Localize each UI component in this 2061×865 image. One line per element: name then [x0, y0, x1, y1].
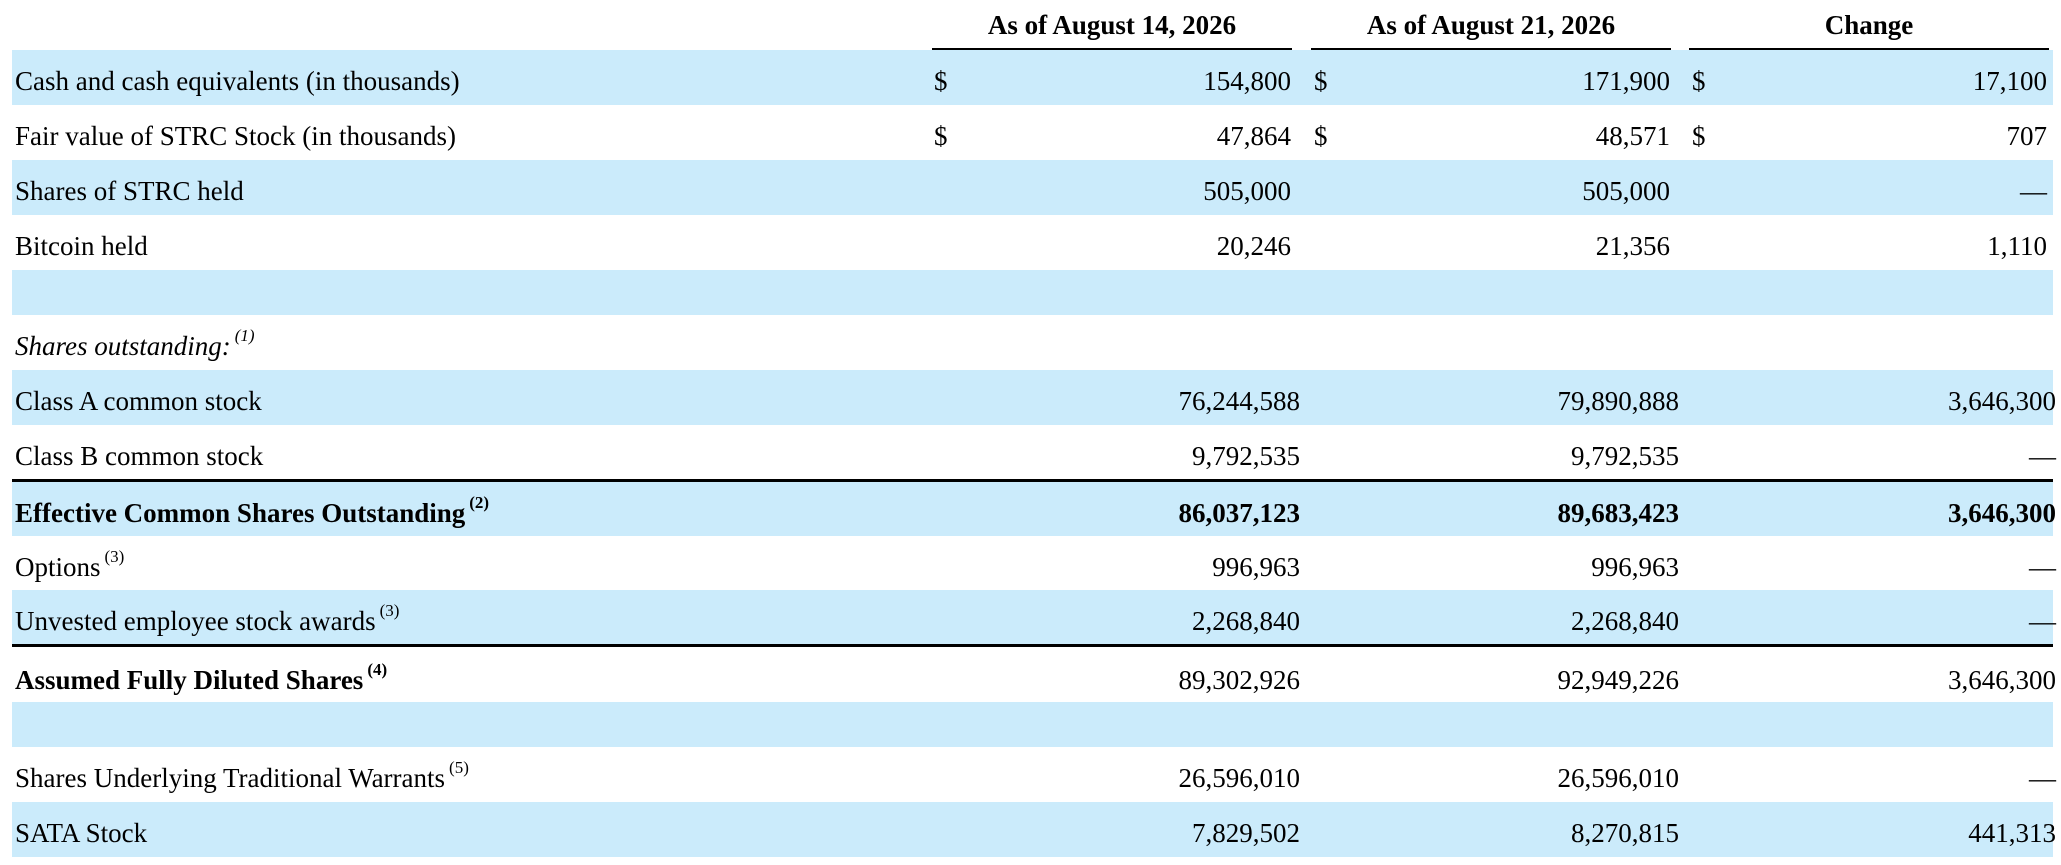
value-aug-21: 8,270,815 [1571, 818, 1679, 848]
value-aug-21: 79,890,888 [1557, 386, 1680, 416]
row-label: Class A common stock [15, 386, 262, 416]
column-header-aug-14: As of August 14, 2026 [932, 0, 1292, 51]
value-aug-14: 76,244,588 [1178, 386, 1301, 416]
value-change: 3,646,300 [1948, 665, 2056, 695]
table-row-strc-fair-value: Fair value of STRC Stock (in thousands) … [12, 105, 2053, 160]
value-change: 3,646,300 [1948, 386, 2056, 416]
value-change: 707 [2006, 121, 2048, 151]
spacer-row [12, 270, 2053, 315]
currency-symbol: $ [1314, 66, 1328, 96]
value-aug-21: 505,000 [1582, 176, 1670, 206]
value-aug-21: 2,268,840 [1571, 606, 1679, 636]
currency-symbol: $ [934, 121, 948, 151]
row-label-text: Options [15, 552, 101, 582]
value-aug-21: 21,356 [1595, 231, 1670, 261]
row-label: Shares outstanding: (1) [15, 315, 255, 370]
table-row-bitcoin: Bitcoin held 20,246 21,356 1,110 [12, 215, 2053, 270]
row-label: Fair value of STRC Stock (in thousands) [15, 121, 456, 151]
footnote-marker: (2) [469, 493, 490, 512]
row-label-text: Unvested employee stock awards [15, 606, 376, 636]
row-label: Shares of STRC held [15, 176, 244, 206]
section-heading-shares-outstanding: Shares outstanding: (1) [12, 315, 2053, 370]
row-label: Bitcoin held [15, 231, 148, 261]
row-label: Shares Underlying Traditional Warrants (5… [15, 747, 469, 802]
value-change: — [2020, 176, 2047, 206]
footnote-marker: (4) [367, 660, 388, 679]
row-label: Effective Common Shares Outstanding (2) [15, 482, 489, 537]
row-label: Class B common stock [15, 441, 264, 471]
value-aug-14: 996,963 [1212, 552, 1300, 582]
value-aug-14: 154,800 [1203, 66, 1291, 96]
value-aug-14: 7,829,502 [1192, 818, 1300, 848]
value-change: 17,100 [1972, 66, 2047, 96]
value-aug-14: 9,792,535 [1192, 441, 1300, 471]
currency-symbol: $ [1314, 121, 1328, 151]
value-aug-21: 89,683,423 [1557, 498, 1680, 528]
value-change: — [2029, 552, 2056, 582]
section-heading-text: Shares outstanding: [15, 331, 231, 361]
table-row-class-a: Class A common stock 76,244,588 79,890,8… [12, 370, 2056, 425]
table-row-strc-shares: Shares of STRC held 505,000 505,000 — [12, 160, 2053, 215]
currency-symbol: $ [934, 66, 948, 96]
footnote-marker: (1) [234, 326, 255, 345]
table-row-unvested-awards: Unvested employee stock awards (3) 2,268,… [12, 590, 2056, 645]
table-row-fully-diluted-shares: Assumed Fully Diluted Shares (4) 89,302,9… [12, 644, 2056, 705]
currency-symbol: $ [1692, 121, 1706, 151]
value-change: 1,110 [1987, 231, 2047, 261]
value-change: — [2029, 606, 2056, 636]
value-aug-21: 171,900 [1582, 66, 1670, 96]
value-aug-14: 26,596,010 [1178, 763, 1301, 793]
row-label: Cash and cash equivalents (in thousands) [15, 66, 460, 96]
value-aug-14: 86,037,123 [1178, 498, 1301, 528]
footnote-marker: (3) [104, 547, 125, 566]
value-aug-14: 89,302,926 [1178, 665, 1301, 695]
footnote-marker: (5) [449, 758, 469, 777]
column-header-label: As of August 14, 2026 [987, 10, 1237, 40]
column-header-aug-21: As of August 21, 2026 [1311, 0, 1671, 51]
row-label: Unvested employee stock awards (3) [15, 590, 399, 645]
header-underline [1311, 48, 1671, 51]
table-row-effective-common-shares: Effective Common Shares Outstanding (2) 8… [12, 479, 2056, 537]
value-change: 3,646,300 [1948, 498, 2056, 528]
table-row-cash: Cash and cash equivalents (in thousands)… [12, 50, 2053, 105]
footnote-marker: (3) [379, 601, 400, 620]
row-label-text: Assumed Fully Diluted Shares [15, 665, 364, 695]
column-header-change: Change [1689, 0, 2049, 51]
value-aug-21: 92,949,226 [1557, 665, 1680, 695]
value-change: — [2029, 441, 2056, 471]
value-change: — [2029, 763, 2056, 793]
row-label-text: Effective Common Shares Outstanding [15, 498, 466, 528]
value-aug-21: 996,963 [1591, 552, 1679, 582]
value-aug-14: 47,864 [1216, 121, 1291, 151]
row-label: Options (3) [15, 536, 124, 591]
value-aug-21: 48,571 [1595, 121, 1670, 151]
table-row-sata-stock: SATA Stock 7,829,502 8,270,815 441,313 [12, 802, 2056, 857]
value-aug-14: 505,000 [1203, 176, 1291, 206]
value-aug-21: 26,596,010 [1557, 763, 1680, 793]
value-aug-14: 20,246 [1216, 231, 1291, 261]
value-aug-21: 9,792,535 [1571, 441, 1679, 471]
table-row-class-b: Class B common stock 9,792,535 9,792,535… [12, 425, 2056, 480]
header-underline [1689, 48, 2049, 51]
row-label-text: Shares Underlying Traditional Warrants [15, 763, 446, 793]
column-header-label: As of August 21, 2026 [1366, 10, 1616, 40]
row-label: SATA Stock [15, 818, 148, 848]
value-aug-14: 2,268,840 [1192, 606, 1300, 636]
table-row-traditional-warrants: Shares Underlying Traditional Warrants (5… [12, 747, 2056, 802]
value-change: 441,313 [1968, 818, 2056, 848]
spacer-row [12, 702, 2053, 747]
row-label: Assumed Fully Diluted Shares (4) [15, 647, 387, 705]
currency-symbol: $ [1692, 66, 1706, 96]
column-header-label: Change [1824, 10, 1914, 40]
header-underline [932, 48, 1292, 51]
table-row-options: Options (3) 996,963 996,963 — [12, 536, 2056, 591]
